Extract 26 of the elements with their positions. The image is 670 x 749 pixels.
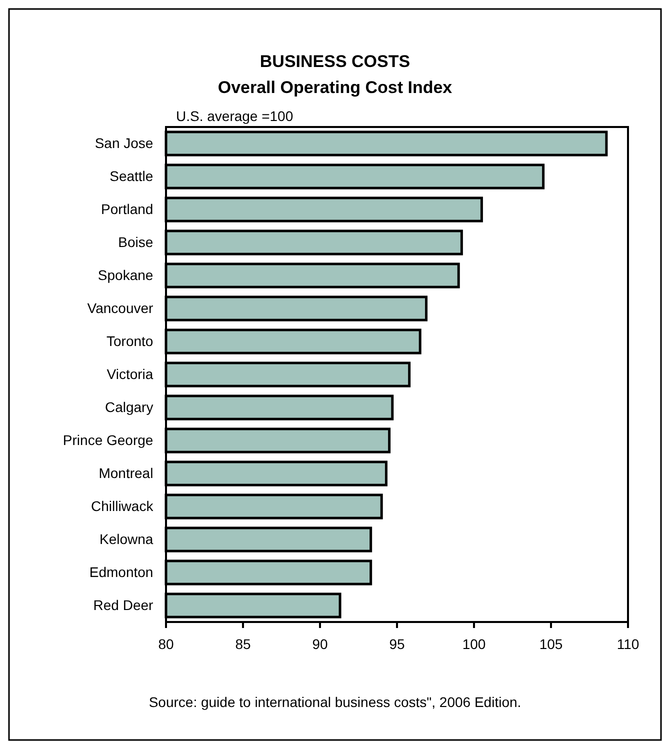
- x-tick-label: 110: [616, 636, 640, 652]
- x-tick-label: 90: [312, 636, 328, 652]
- x-tick-label: 85: [235, 636, 251, 652]
- y-tick-label: Toronto: [106, 332, 154, 349]
- x-tick-label: 95: [389, 636, 405, 652]
- y-tick-label: Montreal: [98, 464, 154, 481]
- y-tick-label: Seattle: [110, 168, 154, 184]
- x-tick-label: 80: [158, 636, 174, 652]
- y-tick-label: Red Deer: [93, 596, 154, 613]
- chart-title: BUSINESS COSTS: [260, 52, 410, 71]
- y-tick-label: Spokane: [98, 266, 154, 283]
- x-tick-label: 105: [539, 636, 563, 652]
- x-tick-label: 100: [462, 636, 486, 652]
- y-tick-label: Portland: [101, 200, 154, 217]
- y-tick-label: Vancouver: [87, 300, 154, 316]
- text: U.S. average =100: [176, 108, 294, 124]
- chart-subtitle: Overall Operating Cost Index: [218, 78, 453, 97]
- y-tick-label: Boise: [118, 234, 154, 250]
- y-tick-label: Edmonton: [89, 564, 154, 580]
- y-tick-label: Chilliwack: [90, 498, 154, 514]
- y-tick-label: Victoria: [106, 366, 154, 382]
- y-tick-label: Kelowna: [99, 530, 154, 547]
- y-tick-label: San Jose: [94, 134, 154, 151]
- source-note: Source: guide to international business costs", 2006 Edition.: [148, 694, 522, 710]
- y-tick-label: Prince George: [62, 432, 154, 448]
- y-tick-label: Calgary: [104, 398, 154, 415]
